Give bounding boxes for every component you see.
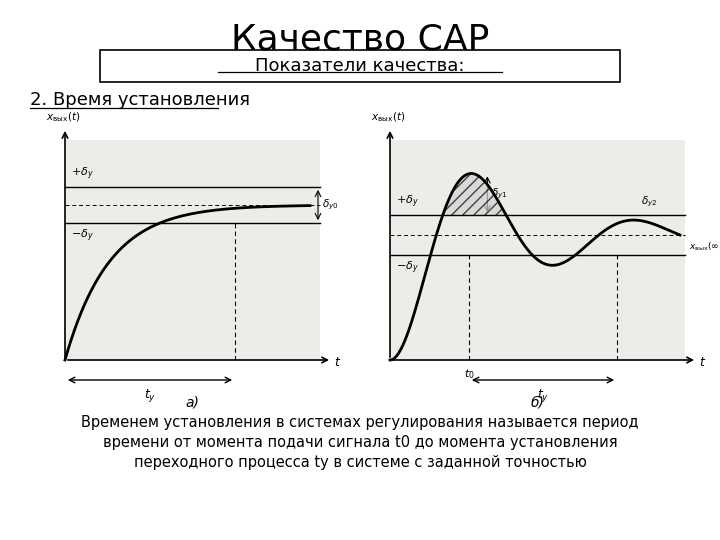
Text: $\delta_{y2}$: $\delta_{y2}$ — [641, 194, 657, 209]
Text: $-\delta_y$: $-\delta_y$ — [396, 260, 419, 276]
Text: 2. Время установления: 2. Время установления — [30, 91, 250, 109]
Text: $+\delta_y$: $+\delta_y$ — [396, 194, 419, 210]
Text: t: t — [334, 355, 339, 368]
Text: $x_{\rm вых}(t)$: $x_{\rm вых}(t)$ — [46, 110, 80, 124]
Text: Показатели качества:: Показатели качества: — [256, 57, 464, 75]
Text: $x_{\rm вых}(t)$: $x_{\rm вых}(t)$ — [371, 110, 405, 124]
Text: $t_0$: $t_0$ — [464, 367, 474, 381]
Text: переходного процесса ty в системе с заданной точностью: переходного процесса ty в системе с зада… — [134, 455, 586, 469]
Text: а): а) — [186, 395, 199, 409]
Text: $\delta_{y0}$: $\delta_{y0}$ — [322, 198, 339, 212]
Bar — [65, 140, 320, 360]
FancyBboxPatch shape — [100, 50, 620, 82]
Text: $t_y$: $t_y$ — [144, 387, 156, 404]
Text: $t_y$: $t_y$ — [537, 387, 549, 404]
Text: $\delta_{y1}$: $\delta_{y1}$ — [491, 187, 508, 201]
Text: $x_{\rm вых}(\infty)$: $x_{\rm вых}(\infty)$ — [689, 241, 720, 253]
Text: времени от момента подачи сигнала t0 до момента установления: времени от момента подачи сигнала t0 до … — [103, 435, 617, 449]
Text: б): б) — [531, 395, 544, 409]
Text: $-\delta_y$: $-\delta_y$ — [71, 228, 94, 245]
Text: Временем установления в системах регулирования называется период: Временем установления в системах регулир… — [81, 415, 639, 429]
Text: t: t — [699, 355, 704, 368]
Bar — [390, 140, 685, 360]
Text: Качество САР: Качество САР — [231, 23, 489, 57]
Text: $+\delta_y$: $+\delta_y$ — [71, 166, 94, 182]
